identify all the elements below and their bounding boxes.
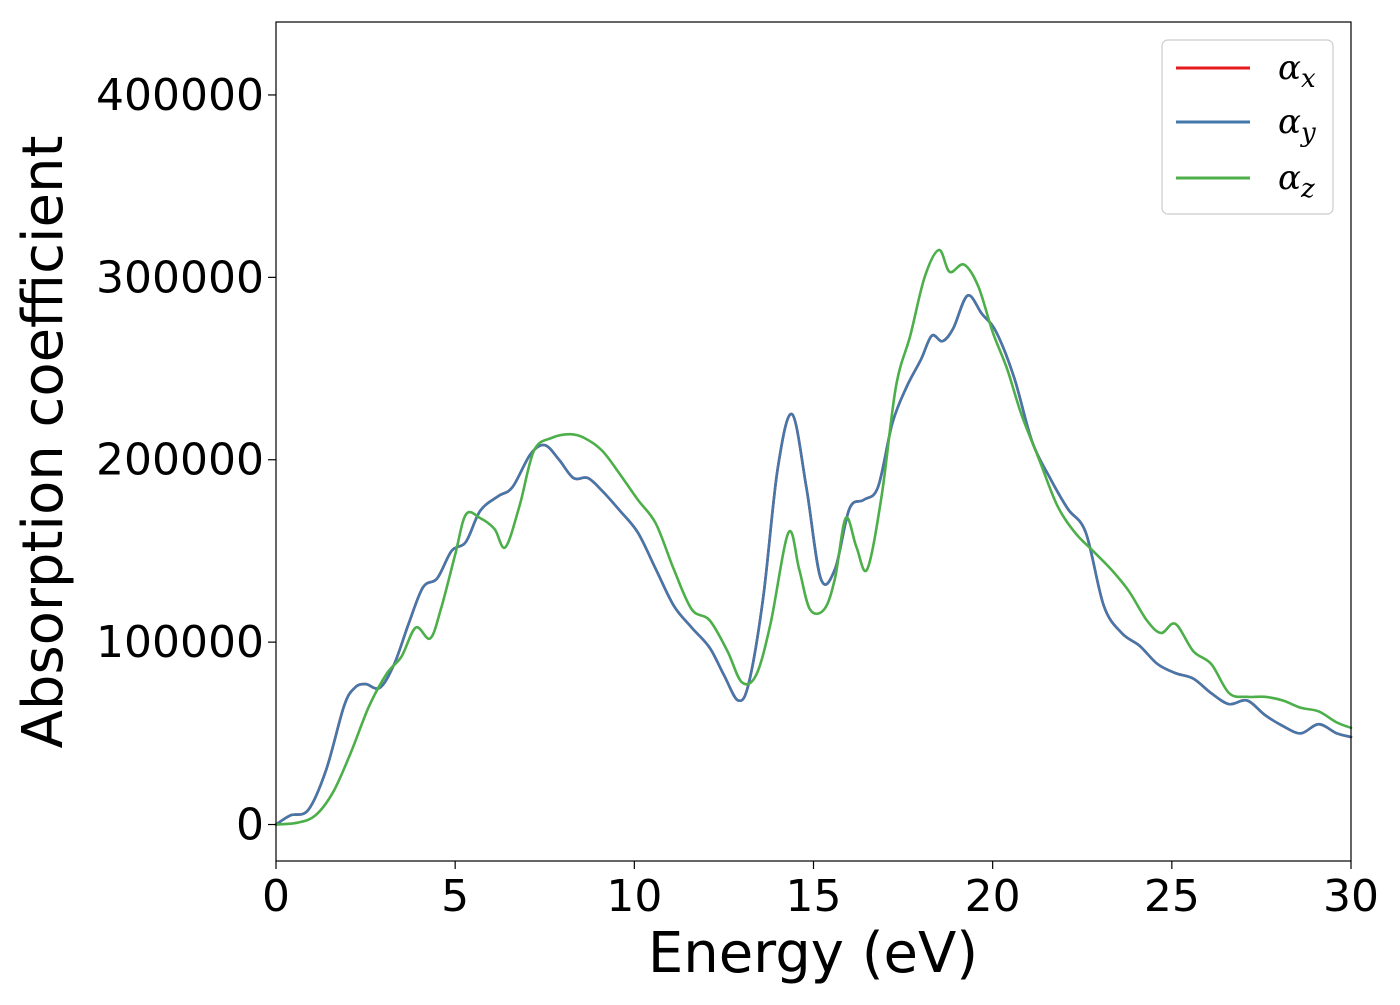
x-tick-label: 30 — [1323, 871, 1379, 922]
y-tick-label: 0 — [236, 800, 264, 851]
x-tick-label: 15 — [786, 871, 842, 922]
y-tick-label: 200000 — [96, 435, 264, 486]
x-tick-label: 20 — [965, 871, 1021, 922]
y-axis-title: Absorption coefficient — [11, 136, 76, 749]
legend-label-2: αz — [1278, 158, 1315, 204]
x-axis-title: Energy (eV) — [648, 921, 978, 986]
series-layer — [274, 248, 1353, 826]
y-tick-label: 300000 — [96, 252, 264, 303]
series-line-0 — [274, 294, 1353, 826]
x-tick-label: 5 — [441, 871, 469, 922]
x-tick-label: 10 — [606, 871, 662, 922]
y-tick-label: 100000 — [96, 617, 264, 668]
x-tick-label: 25 — [1144, 871, 1200, 922]
y-tick-label: 400000 — [96, 70, 264, 121]
y-axis-ticks: 0 100000 200000 300000 400000 — [96, 70, 276, 851]
x-axis-ticks: 0 5 10 15 20 25 30 — [262, 861, 1379, 922]
series-line-1 — [274, 294, 1353, 826]
series-line-2 — [274, 248, 1353, 826]
legend-box — [1161, 39, 1334, 215]
x-tick-label: 0 — [262, 871, 290, 922]
